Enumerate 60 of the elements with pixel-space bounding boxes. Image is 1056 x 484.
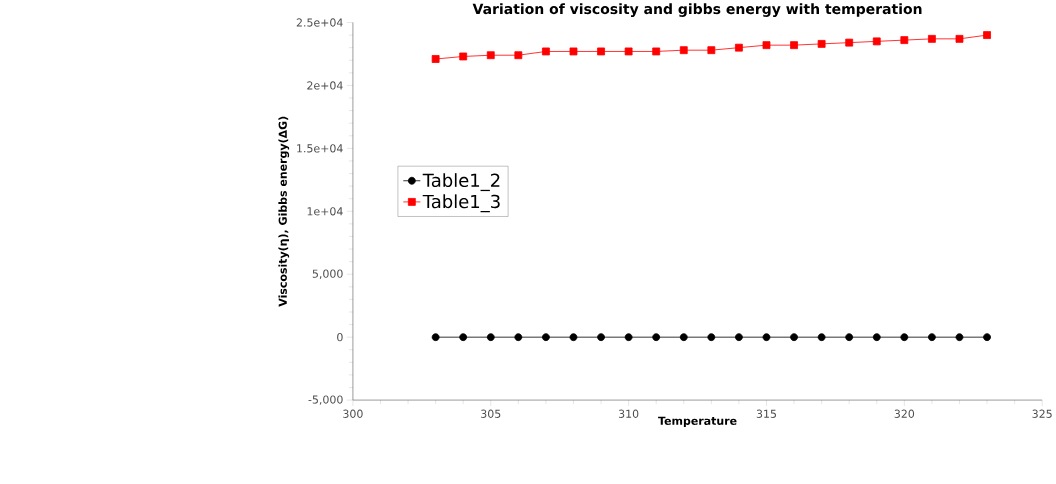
point <box>624 333 633 341</box>
point <box>459 333 468 341</box>
point <box>983 333 991 341</box>
point <box>900 36 909 44</box>
point <box>845 38 854 47</box>
point <box>817 39 826 48</box>
point <box>542 47 550 56</box>
chart-title: Variation of viscosity and gibbs energy with temperation <box>472 3 922 17</box>
point <box>679 333 688 341</box>
y-tick-label: 2e+04 <box>307 81 343 90</box>
point <box>790 41 798 49</box>
y-tick-label: 1.5e+04 <box>297 144 343 153</box>
point <box>735 43 743 52</box>
point <box>955 333 964 341</box>
y-tick-label: 5,000 <box>312 269 343 279</box>
x-axis-title: Temperature <box>658 416 737 427</box>
point <box>597 47 605 56</box>
point <box>624 47 633 56</box>
legend-label: Table1_2 <box>422 172 500 191</box>
point <box>790 333 798 341</box>
x-tick-label: 300 <box>343 409 363 418</box>
point <box>955 34 964 43</box>
y-tick-label: 2.5e+04 <box>296 18 343 27</box>
point <box>569 333 578 341</box>
point <box>569 47 578 56</box>
point <box>652 47 661 56</box>
y-tick-label: 1e+04 <box>307 206 343 216</box>
legend-label: Table1_3 <box>422 194 500 213</box>
point <box>486 51 495 59</box>
x-tick-label: 305 <box>481 409 501 418</box>
point <box>735 333 743 341</box>
point <box>707 333 716 341</box>
point <box>928 333 936 341</box>
y-axis-title: Viscosity(η), Gibbs energy(ΔG) <box>278 116 290 307</box>
point <box>486 333 495 341</box>
point <box>928 34 936 43</box>
point <box>597 333 605 341</box>
point <box>762 41 771 49</box>
point <box>817 333 826 341</box>
point <box>872 37 881 46</box>
point <box>459 52 468 61</box>
point <box>679 46 688 54</box>
point <box>431 333 440 341</box>
point <box>983 30 991 39</box>
point <box>514 333 523 341</box>
y-tick-label: 0 <box>337 332 343 342</box>
point <box>707 46 716 54</box>
x-tick-label: 325 <box>1032 409 1052 418</box>
point <box>872 333 881 341</box>
x-tick-label: 315 <box>756 409 776 418</box>
point <box>762 333 771 341</box>
point <box>431 54 440 63</box>
x-tick-label: 310 <box>618 409 639 418</box>
point <box>652 333 661 341</box>
point <box>900 333 909 341</box>
point <box>514 51 523 59</box>
point <box>542 333 550 341</box>
point <box>845 333 854 341</box>
y-tick-label: -5,000 <box>308 395 343 405</box>
x-tick-label: 320 <box>894 409 915 418</box>
